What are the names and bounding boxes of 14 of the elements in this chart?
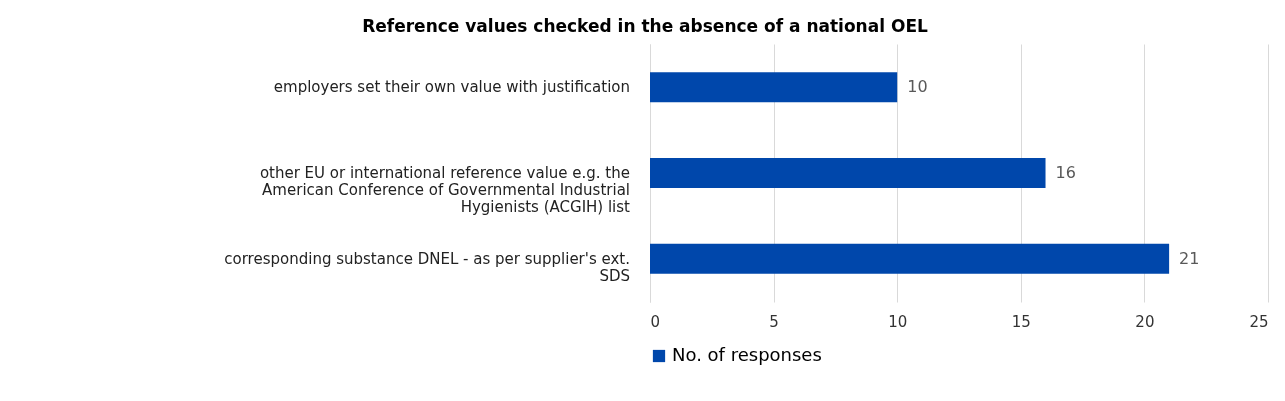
x-tick-label: 20	[1135, 312, 1155, 331]
x-tick-label: 25	[1249, 312, 1269, 331]
data-label: 21	[1179, 248, 1200, 268]
x-tick-label: 5	[769, 312, 779, 331]
x-tick-label: 10	[888, 312, 908, 331]
legend-label: No. of responses	[672, 344, 822, 365]
y-tick-label: other EU or international reference value e.g. the American Conference of Governmental Industrial Hygienists (ACGIH) list	[259, 164, 631, 216]
y-tick-label: employers set their own value with justification	[273, 78, 630, 97]
chart-title: Reference values checked in the absence of a national OEL	[362, 16, 928, 36]
data-label: 10	[907, 77, 928, 97]
x-tick-label: 15	[1011, 312, 1031, 331]
data-label: 16	[1055, 163, 1076, 182]
x-tick-label: 0	[650, 312, 661, 331]
y-tick-label: corresponding substance DNEL - as per supplier's ext. SDS	[224, 249, 630, 285]
